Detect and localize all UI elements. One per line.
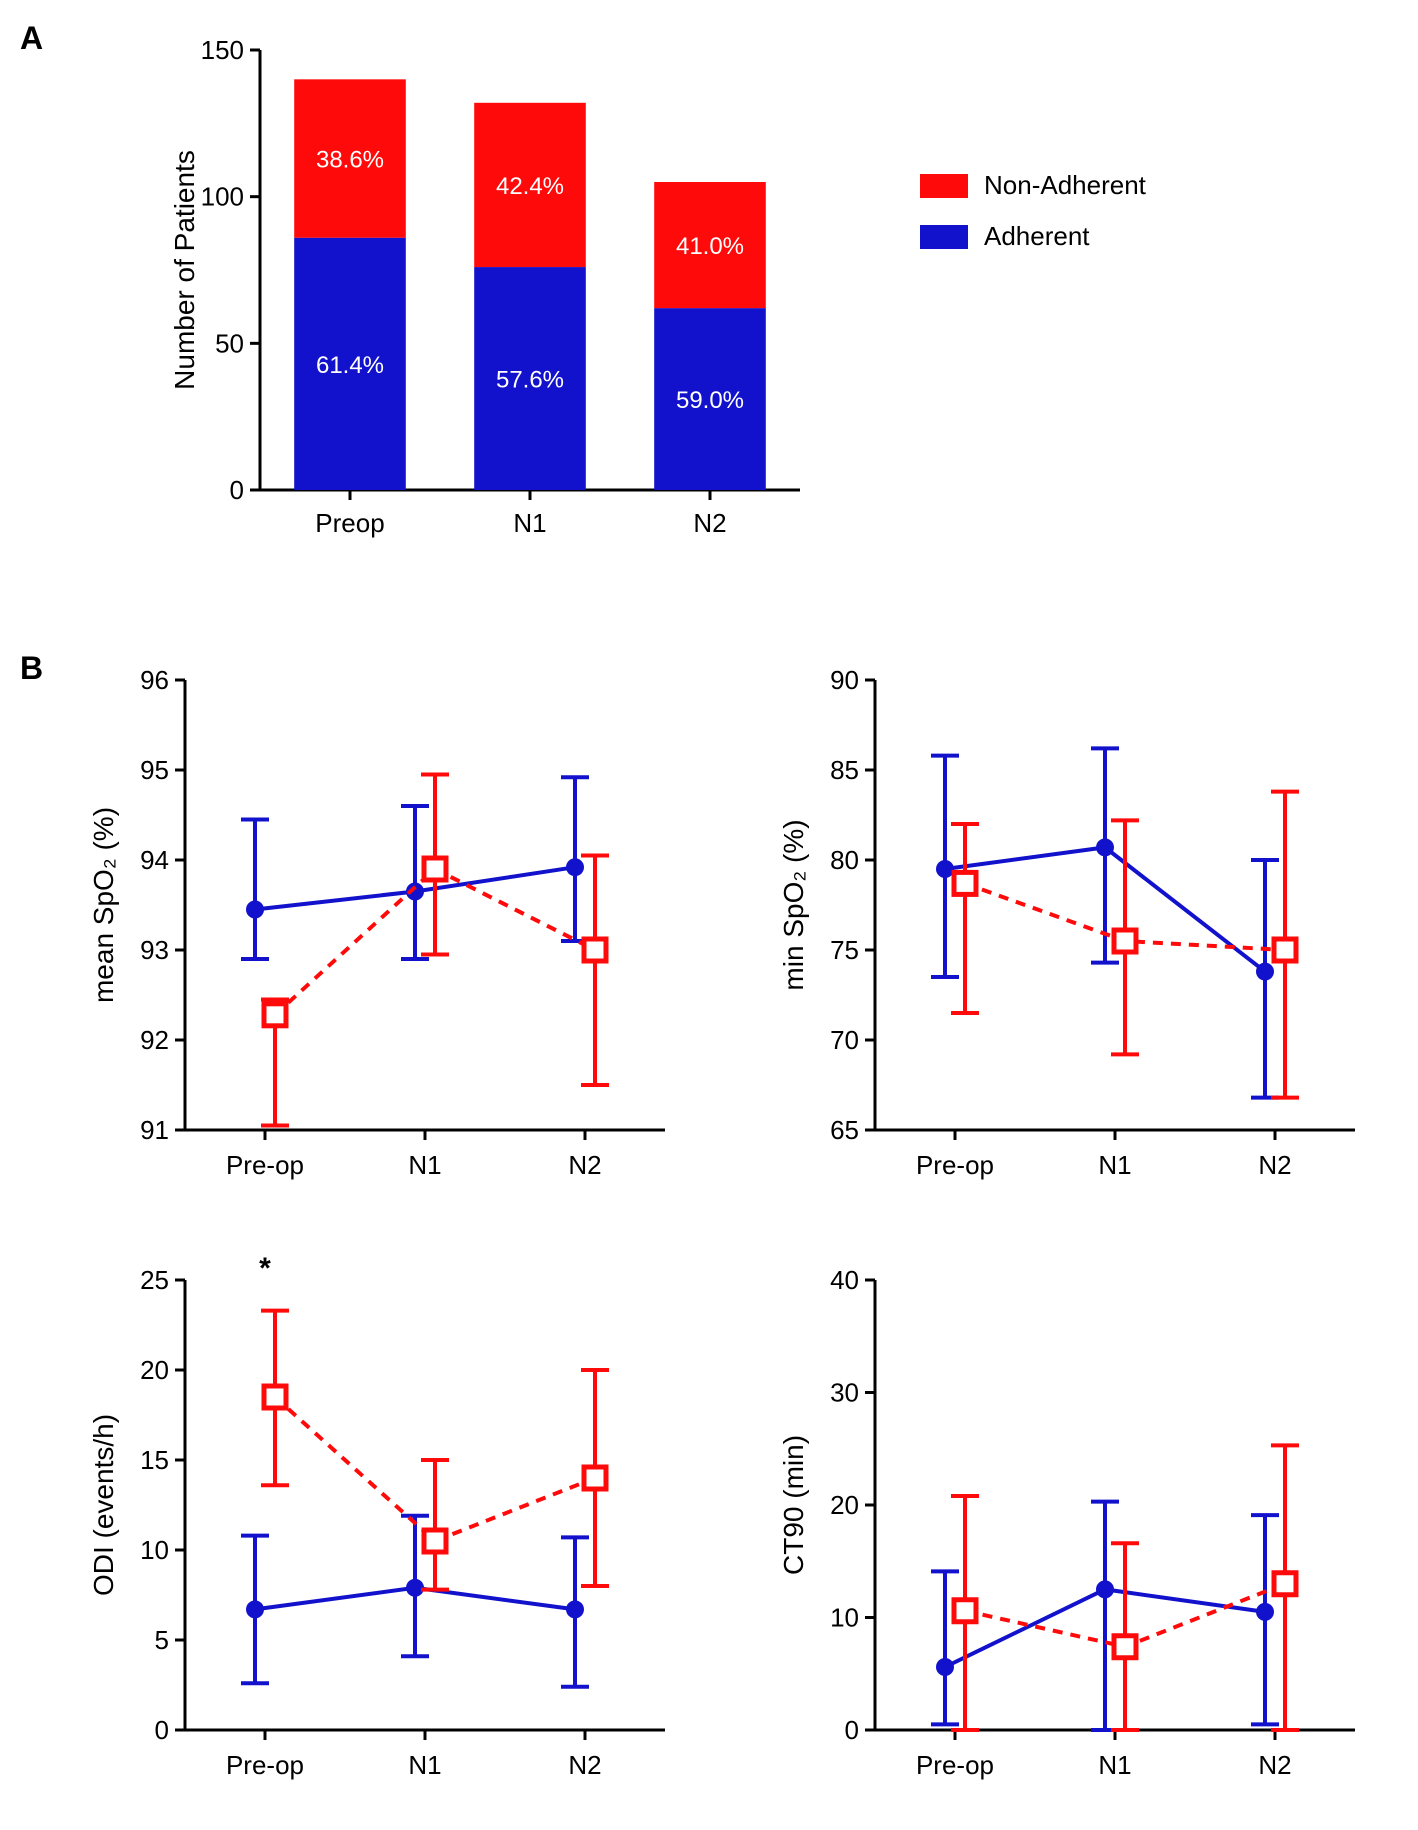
svg-text:90: 90: [830, 665, 859, 695]
svg-text:Pre-op: Pre-op: [226, 1150, 304, 1180]
svg-text:85: 85: [830, 755, 859, 785]
svg-text:0: 0: [230, 475, 244, 505]
legend-item-nonadherent: Non-Adherent: [920, 170, 1146, 201]
line-chart-odi: 0 5 10 15 20 25 ODI (events/h) Pre-op N1 N2 *: [80, 1250, 690, 1810]
svg-text:15: 15: [140, 1445, 169, 1475]
svg-text:Pre-op: Pre-op: [916, 1150, 994, 1180]
svg-text:57.6%: 57.6%: [496, 367, 564, 394]
svg-text:95: 95: [140, 755, 169, 785]
svg-text:*: *: [259, 1252, 271, 1285]
svg-text:65: 65: [830, 1115, 859, 1145]
svg-text:N1: N1: [513, 508, 546, 538]
svg-text:91: 91: [140, 1115, 169, 1145]
svg-text:150: 150: [201, 40, 244, 65]
line-chart-mean-spo2: 91 92 93 94 95 96 mean SpO₂ (%) Pre-op N1 N2: [80, 650, 690, 1210]
svg-text:92: 92: [140, 1025, 169, 1055]
panel-b: B 91 92 93 94 95 96 mean SpO₂ (%) Pre-op N1 N2 65…: [20, 650, 1398, 1810]
svg-text:20: 20: [140, 1355, 169, 1385]
panel-a-label: A: [20, 20, 43, 57]
figure: A 050100150Number of Patients61.4%38.6%P…: [20, 20, 1398, 1810]
svg-text:80: 80: [830, 845, 859, 875]
svg-text:Pre-op: Pre-op: [226, 1750, 304, 1780]
svg-text:20: 20: [830, 1490, 859, 1520]
svg-text:mean SpO₂ (%): mean SpO₂ (%): [88, 807, 119, 1003]
svg-text:75: 75: [830, 935, 859, 965]
svg-text:59.0%: 59.0%: [676, 387, 744, 414]
svg-text:5: 5: [155, 1625, 169, 1655]
svg-text:N1: N1: [408, 1150, 441, 1180]
svg-text:N2: N2: [568, 1750, 601, 1780]
svg-text:Pre-op: Pre-op: [916, 1750, 994, 1780]
line-chart-ct90: 0 10 20 30 40 CT90 (min) Pre-op N1 N2: [770, 1250, 1380, 1810]
svg-text:61.4%: 61.4%: [316, 352, 384, 379]
svg-text:42.4%: 42.4%: [496, 173, 564, 200]
legend-item-adherent: Adherent: [920, 221, 1146, 252]
svg-text:0: 0: [155, 1715, 169, 1745]
svg-text:10: 10: [830, 1603, 859, 1633]
svg-text:N1: N1: [1098, 1750, 1131, 1780]
svg-text:N2: N2: [568, 1150, 601, 1180]
svg-text:ODI (events/h): ODI (events/h): [88, 1414, 119, 1596]
legend-label: Non-Adherent: [984, 170, 1146, 201]
svg-text:50: 50: [215, 328, 244, 358]
svg-text:0: 0: [845, 1715, 859, 1745]
svg-text:96: 96: [140, 665, 169, 695]
svg-text:N2: N2: [693, 508, 726, 538]
legend-swatch-nonadherent: [920, 174, 968, 198]
svg-text:min SpO₂ (%): min SpO₂ (%): [778, 819, 809, 990]
stacked-bar-chart: 0 50 100 150 Number of Patients 61.4% 38.6% Pre…: [170, 40, 810, 560]
legend: Non-Adherent Adherent: [920, 170, 1146, 272]
svg-text:30: 30: [830, 1378, 859, 1408]
svg-text:40: 40: [830, 1265, 859, 1295]
svg-text:CT90 (min): CT90 (min): [778, 1435, 809, 1575]
panel-a: A 0 50 100 150 Number of Patients 61.4% 38.6% P…: [20, 20, 1398, 620]
panel-b-grid: 91 92 93 94 95 96 mean SpO₂ (%) Pre-op N1 N2 65 70…: [80, 650, 1380, 1810]
svg-text:10: 10: [140, 1535, 169, 1565]
svg-text:Number of Patients: Number of Patients: [170, 150, 200, 390]
svg-text:N2: N2: [1258, 1150, 1291, 1180]
svg-text:Preop: Preop: [315, 508, 384, 538]
legend-label: Adherent: [984, 221, 1090, 252]
svg-text:25: 25: [140, 1265, 169, 1295]
svg-text:41.0%: 41.0%: [676, 233, 744, 260]
svg-text:N1: N1: [408, 1750, 441, 1780]
svg-text:N2: N2: [1258, 1750, 1291, 1780]
panel-b-label: B: [20, 650, 43, 687]
legend-swatch-adherent: [920, 225, 968, 249]
svg-text:93: 93: [140, 935, 169, 965]
svg-text:38.6%: 38.6%: [316, 147, 384, 174]
svg-text:N1: N1: [1098, 1150, 1131, 1180]
line-chart-min-spo2: 65 70 75 80 85 90 min SpO₂ (%) Pre-op N1 N2: [770, 650, 1380, 1210]
svg-text:100: 100: [201, 182, 244, 212]
svg-text:94: 94: [140, 845, 169, 875]
svg-text:70: 70: [830, 1025, 859, 1055]
